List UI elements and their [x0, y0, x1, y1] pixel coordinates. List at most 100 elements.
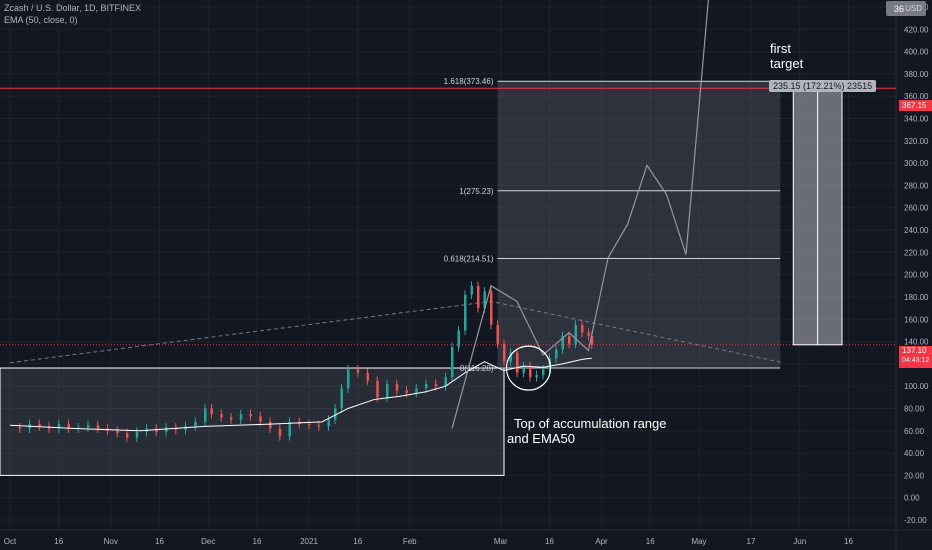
- candle-body: [451, 347, 454, 378]
- y-tick-label: 20.00: [904, 471, 925, 480]
- price-axis: 440.00420.00400.00380.00360.00340.00320.…: [904, 3, 929, 525]
- candle-body: [376, 380, 379, 398]
- candle-body: [288, 421, 291, 437]
- candle-body: [340, 388, 343, 409]
- indicator-lines: [9, 0, 709, 432]
- target-line1: first: [770, 41, 791, 56]
- candle-body: [317, 425, 321, 427]
- y-tick-label: 160.00: [904, 315, 929, 324]
- x-tick-label: 16: [54, 537, 63, 546]
- x-tick-label: 16: [844, 537, 853, 546]
- candle-body: [57, 424, 61, 429]
- candle-body: [590, 335, 594, 345]
- x-tick-label: 16: [545, 537, 554, 546]
- candle-body: [366, 372, 369, 381]
- candle-body: [464, 294, 467, 331]
- y-tick-label: 180.00: [904, 293, 929, 302]
- currency-label[interactable]: USD: [905, 4, 922, 13]
- candle-body: [165, 427, 168, 432]
- projection-path: [451, 0, 709, 429]
- y-tick-label: 280.00: [904, 181, 929, 190]
- candle-body: [555, 349, 558, 359]
- candle-body: [587, 332, 590, 336]
- candle-body: [194, 421, 197, 427]
- y-tick-label: 100.00: [904, 382, 929, 391]
- candle-body: [135, 431, 139, 438]
- symbol-title[interactable]: Zcash / U.S. Dollar, 1D, BITFINEX: [4, 3, 142, 13]
- candle-body: [18, 427, 22, 429]
- price-tag-top: 367.15: [899, 100, 932, 111]
- highlight-circle: [505, 345, 552, 391]
- y-tick-label: 320.00: [904, 137, 929, 146]
- accumulation-text: Top of accumulation range and EMA50: [507, 416, 667, 446]
- candle-body: [457, 330, 460, 348]
- target-line2: target: [770, 56, 804, 71]
- ema-line: [9, 357, 592, 432]
- candle-body: [67, 424, 70, 429]
- fib-level-label: 0(116.28): [460, 364, 494, 373]
- candle-body: [405, 390, 408, 393]
- corner-button[interactable]: 36: [886, 1, 926, 16]
- candle-body: [415, 388, 418, 393]
- candle-body: [470, 285, 473, 295]
- y-tick-label: 60.00: [904, 427, 925, 436]
- y-tick-label: 300.00: [904, 159, 929, 168]
- candle-body: [220, 414, 223, 418]
- candle-body: [542, 369, 545, 376]
- candle-body: [116, 430, 119, 434]
- price-tag-last: 137.10 04:43:12: [899, 346, 932, 368]
- candle-body: [503, 343, 506, 362]
- indicator-legend[interactable]: EMA (50, close, 0): [4, 15, 78, 25]
- y-tick-label: 200.00: [904, 271, 929, 280]
- x-tick-label: 17: [747, 537, 756, 546]
- candle-body: [38, 424, 41, 427]
- x-tick-label: Nov: [104, 537, 118, 546]
- candle-body: [496, 324, 499, 344]
- x-tick-label: Apr: [595, 537, 608, 546]
- candle-body: [535, 375, 538, 378]
- candle-body: [210, 408, 213, 415]
- fib-box: [497, 81, 781, 369]
- y-tick-label: 400.00: [904, 48, 929, 57]
- candle-body: [230, 417, 233, 420]
- candle-body: [574, 324, 577, 344]
- y-tick-label: 340.00: [904, 115, 929, 124]
- x-tick-label: 16: [353, 537, 362, 546]
- y-tick-label: -20.00: [904, 516, 927, 525]
- candle-body: [509, 352, 512, 362]
- candle-body: [529, 366, 532, 378]
- candle-body: [477, 285, 480, 309]
- x-tick-label: 16: [646, 537, 655, 546]
- last-price-timer: 04:43:12: [902, 357, 930, 364]
- last-price: 137.10: [902, 346, 927, 355]
- y-tick-label: 240.00: [904, 226, 929, 235]
- chart-overlays: 1.618(373.46) 1(275.23) 0.618(214.51) 0(116…: [0, 77, 896, 476]
- candle-body: [568, 335, 571, 344]
- candle-body: [308, 424, 311, 426]
- x-tick-label: 16: [253, 537, 262, 546]
- accumulation-range-box: [0, 367, 505, 476]
- candle-body: [561, 335, 564, 350]
- x-tick-label: 2021: [300, 537, 318, 546]
- y-tick-label: 360.00: [904, 92, 929, 101]
- candle-body: [96, 425, 100, 429]
- fib-level-label: 0.618(214.51): [444, 254, 494, 263]
- accumulation-annotation: Top of accumulation range and EMA50: [507, 401, 666, 446]
- y-tick-label: 260.00: [904, 204, 929, 213]
- candle-body: [87, 425, 90, 428]
- candle-body: [269, 421, 272, 429]
- candle-body: [155, 428, 158, 432]
- x-tick-label: Oct: [4, 537, 17, 546]
- candle-body: [278, 428, 282, 437]
- y-tick-label: 140.00: [904, 338, 929, 347]
- x-tick-label: Jun: [793, 537, 806, 546]
- candle-body: [425, 383, 428, 389]
- candle-body: [356, 369, 360, 373]
- fib-level-label: 1.618(373.46): [444, 77, 494, 86]
- y-tick-label: 80.00: [904, 404, 925, 413]
- candle-body: [444, 377, 447, 387]
- candle-body: [327, 419, 330, 427]
- y-tick-label: 420.00: [904, 25, 929, 34]
